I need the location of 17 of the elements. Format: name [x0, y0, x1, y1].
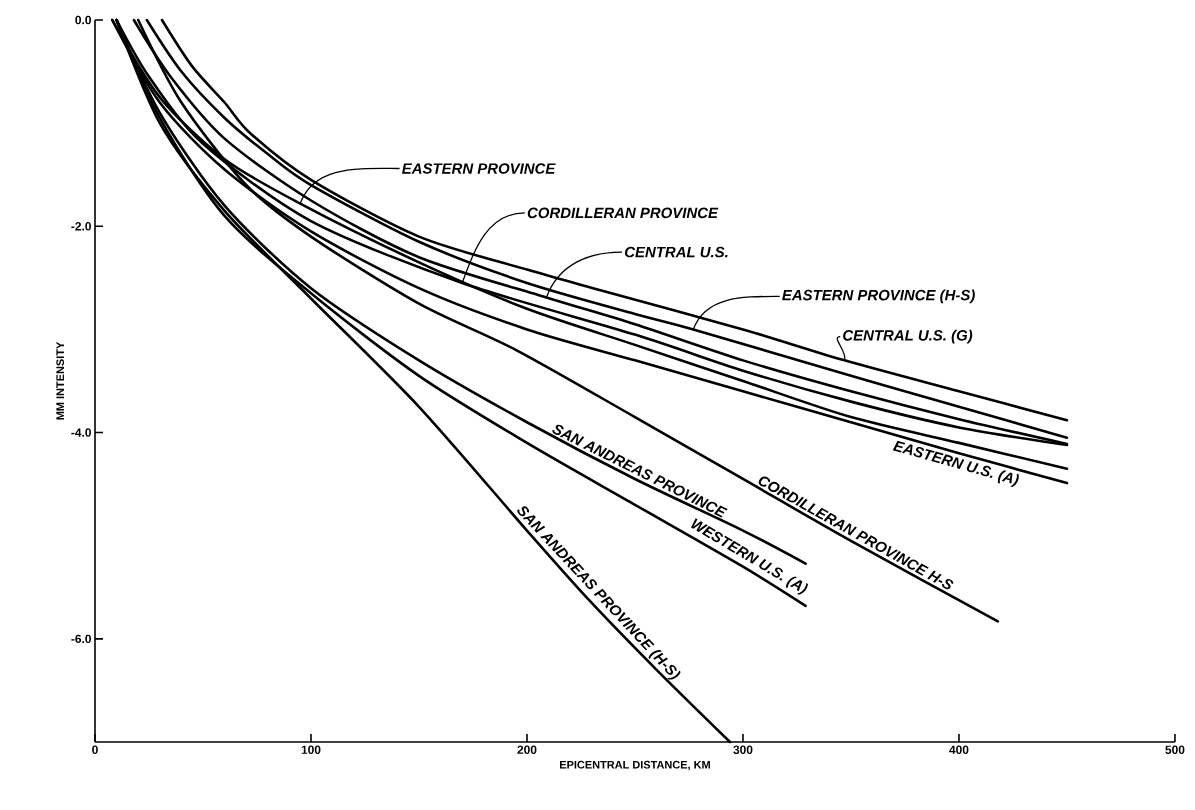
- annotation: CENTRAL U.S. (G): [843, 329, 973, 344]
- y-axis-title: MM INTENSITY: [56, 341, 65, 420]
- y-tick-label: -6.0: [71, 634, 91, 644]
- y-tick-label: -4.0: [71, 428, 91, 437]
- x-axis-title: EPICENTRAL DISTANCE, KM: [560, 760, 710, 771]
- x-tick-label: 100: [301, 745, 321, 754]
- x-tick-label: 200: [517, 745, 537, 754]
- annotation: EASTERN PROVINCE (H-S): [782, 289, 975, 304]
- x-tick-label: 300: [733, 745, 753, 755]
- y-tick-label: -2.0: [71, 222, 91, 231]
- y-tick-label: 0.0: [75, 15, 91, 25]
- x-tick-label: 0: [92, 745, 98, 754]
- annotation: EASTERN PROVINCE: [402, 163, 556, 174]
- x-tick-label: 500: [1165, 745, 1185, 754]
- annotation: CENTRAL U.S.: [624, 246, 728, 258]
- x-tick-label: 400: [949, 745, 969, 754]
- annotation: CORDILLERAN PROVINCE: [527, 207, 719, 219]
